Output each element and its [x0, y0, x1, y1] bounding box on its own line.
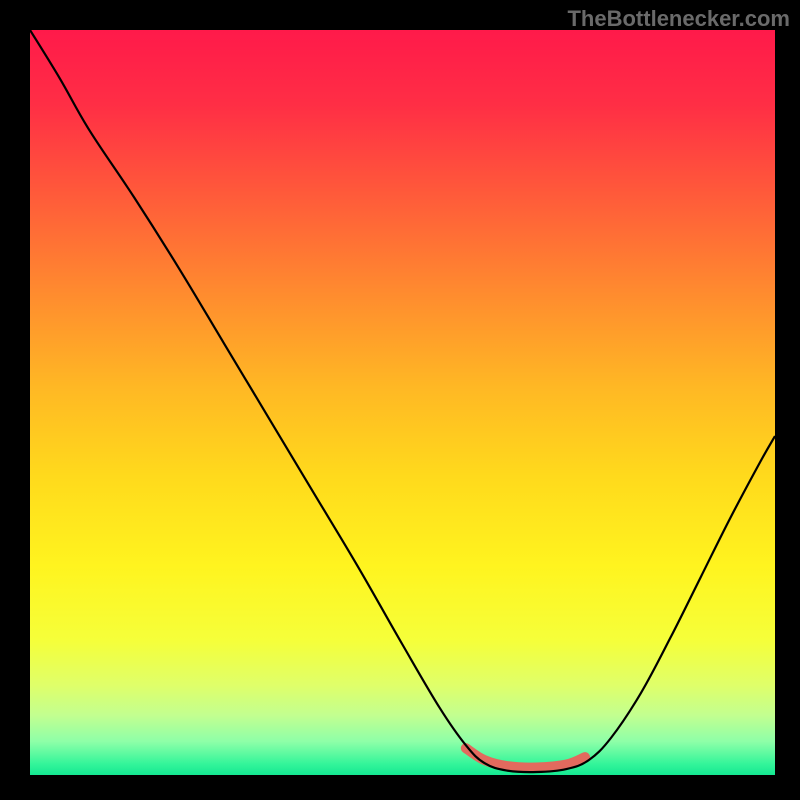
figure-container: TheBottlenecker.com — [0, 0, 800, 800]
highlight-segment — [466, 748, 585, 767]
bottleneck-curve — [30, 30, 775, 772]
plot-area — [30, 30, 775, 775]
watermark-text: TheBottlenecker.com — [567, 6, 790, 32]
curve-layer — [30, 30, 775, 775]
